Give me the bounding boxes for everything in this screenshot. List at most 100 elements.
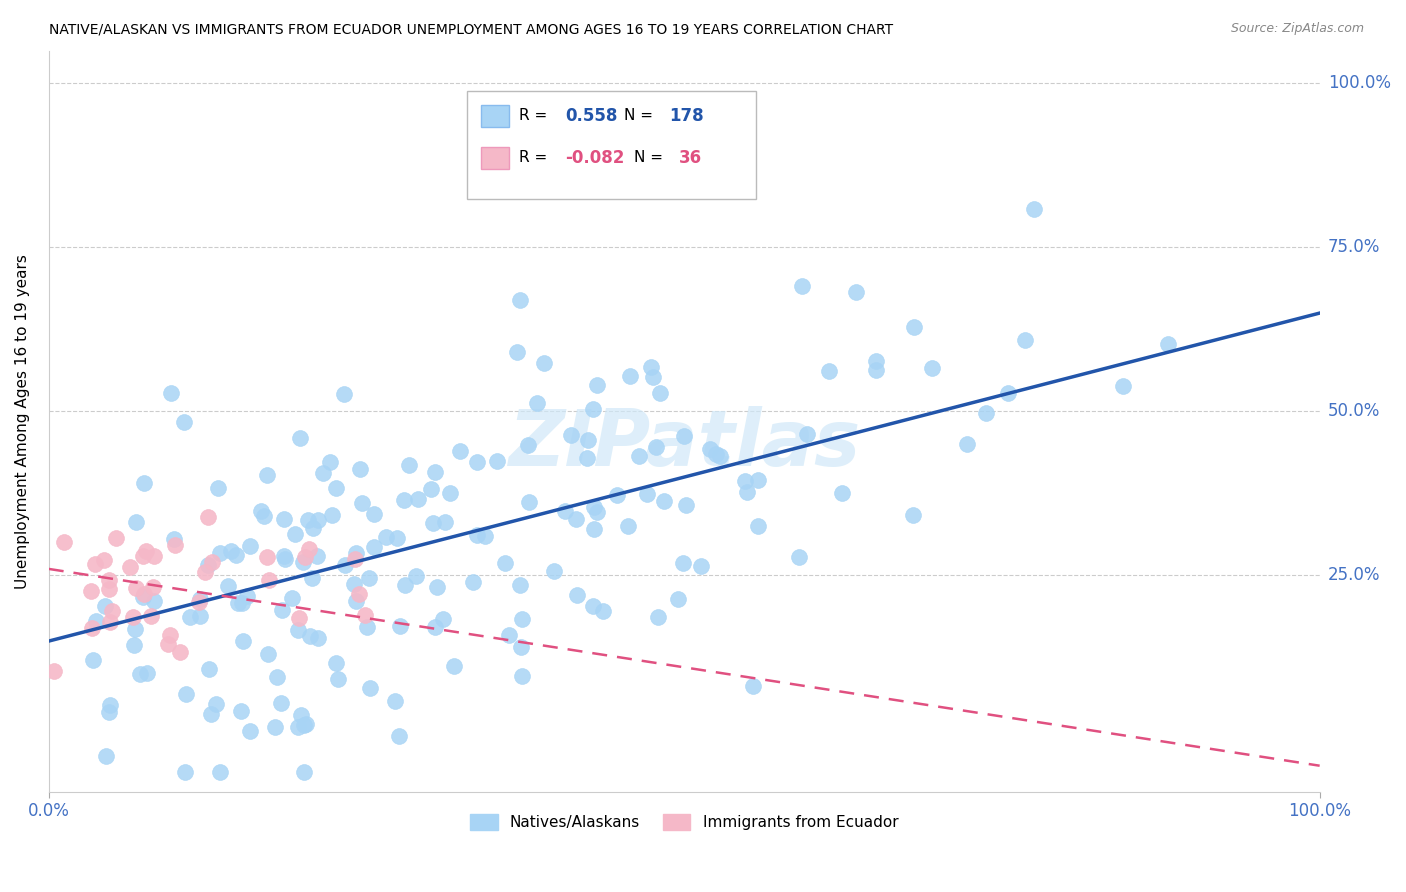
Point — [356, 620, 378, 634]
Point — [142, 594, 165, 608]
Point — [53, 534, 76, 549]
Point — [207, 481, 229, 495]
Point — [347, 587, 370, 601]
Point — [387, 531, 409, 545]
Point — [461, 574, 484, 589]
Point — [747, 519, 769, 533]
Point — [141, 608, 163, 623]
Point — [709, 450, 731, 464]
Point — [132, 549, 155, 563]
Point — [498, 628, 520, 642]
Point — [256, 648, 278, 662]
Point — [98, 615, 121, 629]
Point — [510, 669, 533, 683]
Point — [650, 385, 672, 400]
Point — [352, 496, 374, 510]
Point — [509, 640, 531, 655]
Point — [1111, 379, 1133, 393]
Point — [84, 557, 107, 571]
Point — [124, 622, 146, 636]
Point — [423, 620, 446, 634]
Point — [640, 360, 662, 375]
Point — [98, 698, 121, 713]
Point — [343, 577, 366, 591]
Point — [394, 578, 416, 592]
Point — [284, 527, 307, 541]
Text: 0.558: 0.558 — [565, 107, 617, 125]
Point — [333, 386, 356, 401]
Point — [576, 433, 599, 447]
Point — [921, 360, 943, 375]
Point — [256, 468, 278, 483]
Point — [135, 543, 157, 558]
Point — [505, 345, 527, 359]
Point — [94, 749, 117, 764]
Point — [845, 285, 868, 300]
Point — [205, 697, 228, 711]
Point — [443, 659, 465, 673]
Point — [194, 565, 217, 579]
Point — [122, 638, 145, 652]
Point — [297, 513, 319, 527]
Point — [865, 363, 887, 377]
Point — [398, 458, 420, 473]
Point — [575, 450, 598, 465]
Point — [672, 556, 695, 570]
Point — [159, 628, 181, 642]
Point — [197, 558, 219, 572]
Point — [97, 582, 120, 596]
Point — [689, 558, 711, 573]
Point — [97, 706, 120, 720]
Point — [219, 544, 242, 558]
Point — [449, 443, 471, 458]
Point — [179, 610, 201, 624]
Point — [307, 513, 329, 527]
Point — [163, 532, 186, 546]
Point — [163, 538, 186, 552]
Point — [270, 697, 292, 711]
Point — [98, 573, 121, 587]
Point — [509, 578, 531, 592]
Point — [287, 720, 309, 734]
Point — [305, 549, 328, 563]
Point — [647, 610, 669, 624]
Point — [288, 431, 311, 445]
Point — [325, 656, 347, 670]
Text: -0.082: -0.082 — [565, 149, 624, 167]
Point — [388, 729, 411, 743]
Point — [465, 527, 488, 541]
Point — [188, 592, 211, 607]
Point — [200, 706, 222, 721]
Point — [956, 437, 979, 451]
Point — [474, 529, 496, 543]
Point — [291, 555, 314, 569]
Text: 100.0%: 100.0% — [1329, 74, 1391, 93]
Point — [231, 596, 253, 610]
Point — [298, 542, 321, 557]
Point — [675, 498, 697, 512]
Point — [226, 596, 249, 610]
Point — [344, 593, 367, 607]
Point — [583, 500, 606, 515]
Point — [132, 475, 155, 490]
Y-axis label: Unemployment Among Ages 16 to 19 years: Unemployment Among Ages 16 to 19 years — [15, 254, 30, 589]
Point — [217, 579, 239, 593]
Point — [142, 581, 165, 595]
Point — [82, 621, 104, 635]
Point — [169, 645, 191, 659]
Point — [517, 494, 540, 508]
Point — [294, 765, 316, 780]
Point — [388, 619, 411, 633]
Point — [560, 428, 582, 442]
Point — [42, 664, 65, 678]
Point — [787, 550, 810, 565]
Text: 75.0%: 75.0% — [1329, 238, 1381, 257]
Point — [132, 590, 155, 604]
Point — [554, 503, 576, 517]
Point — [256, 550, 278, 565]
Point — [641, 369, 664, 384]
Point — [627, 449, 650, 463]
Point — [197, 510, 219, 524]
Point — [533, 356, 555, 370]
Text: NATIVE/ALASKAN VS IMMIGRANTS FROM ECUADOR UNEMPLOYMENT AMONG AGES 16 TO 19 YEARS: NATIVE/ALASKAN VS IMMIGRANTS FROM ECUADO… — [49, 22, 893, 37]
